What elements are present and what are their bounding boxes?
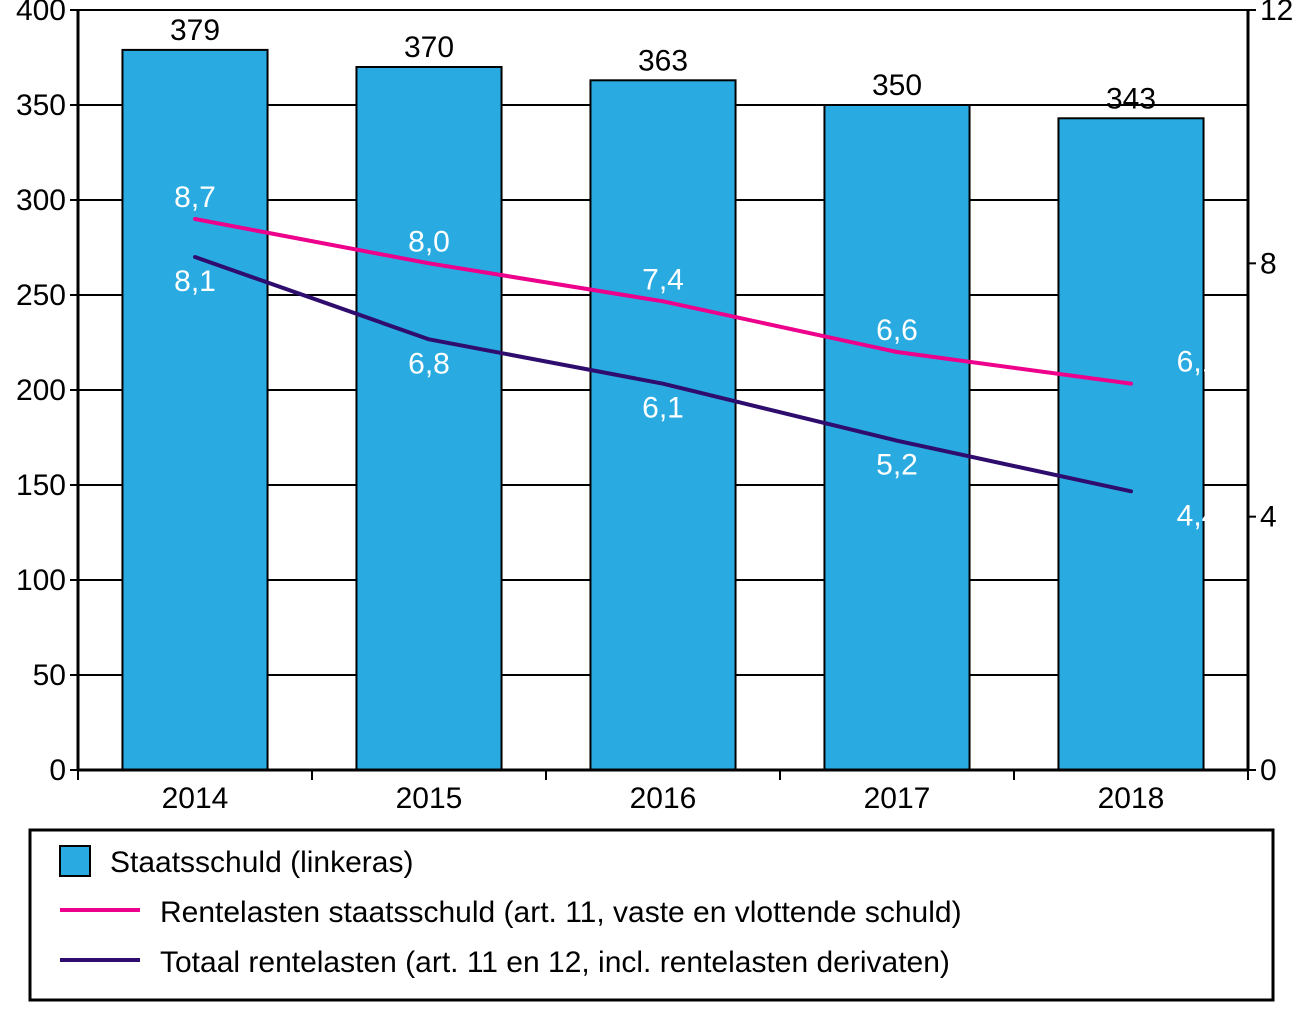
legend-label: Totaal rentelasten (art. 11 en 12, incl.… (160, 946, 950, 979)
bar (356, 67, 501, 770)
legend-label: Staatsschuld (linkeras) (110, 846, 413, 879)
y-left-tick-label: 150 (16, 469, 66, 502)
bar-value-label: 343 (1106, 82, 1156, 115)
line-value-label: 6,6 (876, 314, 918, 347)
line-value-label: 6,1 (1177, 346, 1219, 379)
line-value-label: 4,4 (1177, 499, 1219, 532)
line-value-label: 6,1 (642, 392, 684, 425)
legend-label: Rentelasten staatsschuld (art. 11, vaste… (160, 896, 962, 929)
x-tick-label: 2015 (396, 782, 463, 815)
chart-svg: 379 370 363 350 343 0 50 100 150 200 250 300 350 400 0… (0, 0, 1303, 1016)
x-tick-label: 2017 (864, 782, 931, 815)
bar (824, 105, 969, 770)
line-value-label: 8,1 (174, 265, 216, 298)
x-tick-label: 2016 (630, 782, 697, 815)
bar (590, 80, 735, 770)
y-left-tick-label: 350 (16, 89, 66, 122)
y-right-tick-label: 4 (1260, 501, 1277, 534)
y-left-tick-label: 50 (33, 659, 66, 692)
bar-value-label: 363 (638, 44, 688, 77)
bar-value-label: 350 (872, 69, 922, 102)
bar-value-label: 379 (170, 14, 220, 47)
y-left-tick-label: 400 (16, 0, 66, 27)
y-left-tick-label: 0 (49, 754, 66, 787)
y-left-tick-label: 100 (16, 564, 66, 597)
line-value-label: 5,2 (876, 449, 918, 482)
line-value-label: 7,4 (642, 263, 684, 296)
line-value-label: 8,0 (408, 225, 450, 258)
chart-container: 379 370 363 350 343 0 50 100 150 200 250 300 350 400 0… (0, 0, 1303, 1016)
y-left-tick-label: 200 (16, 374, 66, 407)
y-left-tick-label: 300 (16, 184, 66, 217)
x-tick-label: 2014 (162, 782, 229, 815)
y-right-tick-label: 0 (1260, 754, 1277, 787)
bar (122, 50, 267, 770)
line-value-label: 8,7 (174, 181, 216, 214)
y-right-tick-label: 8 (1260, 247, 1277, 280)
y-right-tick-label: 12 (1260, 0, 1293, 27)
legend-swatch (60, 846, 90, 876)
bar-value-label: 370 (404, 31, 454, 64)
y-left-tick-label: 250 (16, 279, 66, 312)
line-value-label: 6,8 (408, 347, 450, 380)
x-tick-label: 2018 (1098, 782, 1165, 815)
bar (1058, 118, 1203, 770)
